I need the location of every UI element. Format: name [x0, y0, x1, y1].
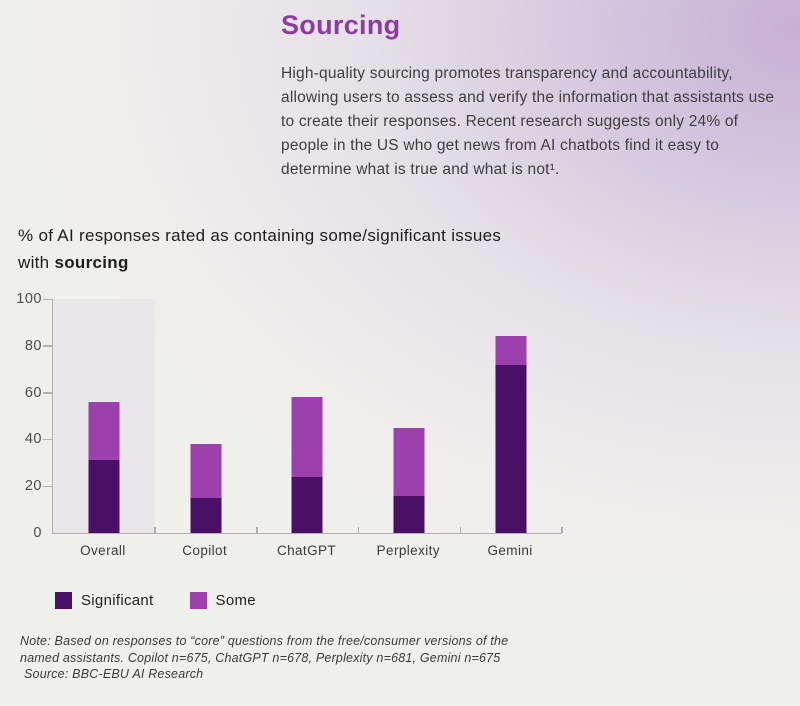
- bar-copilot: [190, 444, 222, 533]
- segment-some: [88, 401, 120, 461]
- y-tick-label: 60: [24, 384, 42, 401]
- plot-area: [43, 298, 563, 534]
- segment-some: [291, 397, 323, 477]
- segment-some: [495, 336, 527, 365]
- y-tick-label: 0: [33, 525, 42, 541]
- bar-chatgpt: [291, 397, 323, 533]
- note-text: Note: Based on responses to “core” quest…: [20, 634, 509, 665]
- intro-paragraph: High-quality sourcing promotes transpare…: [281, 65, 775, 178]
- bar-gemini: [495, 336, 527, 533]
- x-axis-labels: Overall Copilot ChatGPT Perplexity Gemini: [52, 543, 561, 558]
- y-tick-mark: [43, 392, 53, 394]
- chart-heading-emphasis: sourcing: [54, 253, 129, 272]
- category-label: Perplexity: [376, 543, 440, 558]
- legend-swatch: [55, 592, 72, 609]
- category-slot: [460, 299, 563, 533]
- category-slot: [358, 299, 462, 533]
- legend-item-some: Some: [189, 592, 256, 609]
- y-tick-mark: [43, 298, 53, 300]
- legend-item-significant: Significant: [55, 592, 154, 609]
- page-title: Sourcing: [281, 10, 401, 40]
- chart-heading: % of AI responses rated as containing so…: [18, 222, 518, 276]
- y-tick-mark: [43, 485, 53, 488]
- x-tick-mark: [154, 527, 156, 533]
- category-label: Overall: [80, 543, 126, 558]
- legend: Significant Some: [55, 592, 256, 609]
- category-label: Gemini: [487, 543, 533, 558]
- y-tick-mark: [43, 438, 53, 441]
- category-label: Copilot: [182, 543, 228, 558]
- segment-significant: [495, 364, 527, 533]
- source-text: Source: BBC-EBU AI Research: [24, 667, 204, 681]
- bar-perplexity: [393, 427, 425, 533]
- category-slot: [155, 299, 258, 533]
- x-tick-mark: [256, 527, 258, 533]
- category-label: ChatGPT: [276, 543, 337, 558]
- x-tick-mark: [357, 527, 360, 533]
- segment-significant: [88, 460, 120, 533]
- x-tick-mark: [561, 527, 563, 533]
- legend-swatch: [189, 592, 207, 609]
- segment-significant: [393, 495, 425, 533]
- x-tick-mark: [459, 527, 462, 533]
- chart-heading-prefix: % of AI responses rated as containing so…: [18, 226, 502, 272]
- segment-some: [393, 427, 425, 496]
- category-slot: [53, 299, 156, 533]
- y-axis: 0 20 40 60 80 100: [0, 291, 44, 541]
- category-slot: [257, 299, 360, 533]
- legend-label: Significant: [81, 592, 154, 609]
- segment-some: [190, 444, 222, 498]
- y-tick-label: 100: [16, 291, 42, 307]
- segment-significant: [291, 476, 323, 533]
- category-slots: [53, 299, 563, 533]
- segment-significant: [190, 497, 222, 533]
- y-tick-label: 20: [24, 478, 42, 495]
- y-tick-mark: [43, 345, 53, 347]
- y-tick-label: 40: [24, 431, 42, 448]
- y-tick-label: 80: [24, 337, 42, 354]
- bar-overall: [88, 401, 120, 533]
- legend-label: Some: [215, 592, 256, 609]
